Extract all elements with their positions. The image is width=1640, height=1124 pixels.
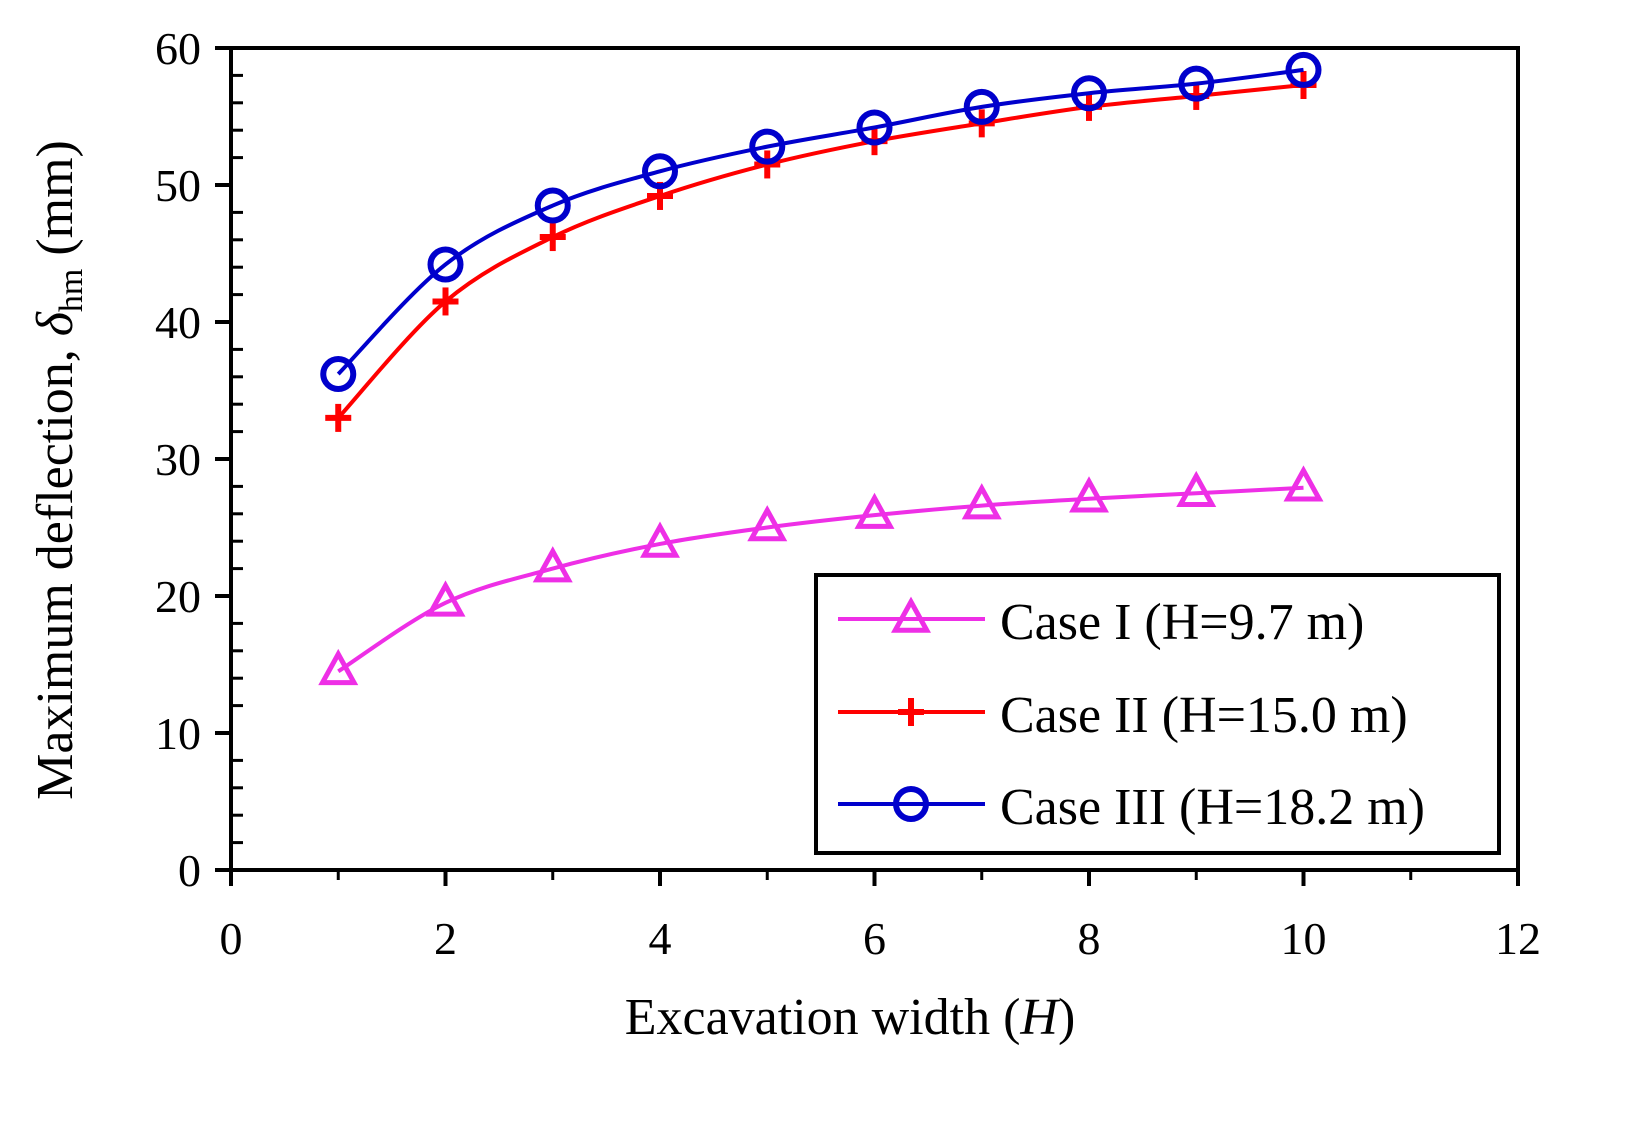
data-point xyxy=(427,246,464,283)
legend-item-3: Case III (H=18.2 m) xyxy=(838,779,1425,836)
data-point xyxy=(425,580,466,617)
x-axis-title: Excavation width (H) xyxy=(625,989,1076,1046)
data-point xyxy=(854,492,895,529)
y-axis-title: Maximum deflection, δhm (mm) xyxy=(27,140,90,800)
legend-items: Case I (H=9.7 m) Case II (H=15.0 m) Case I… xyxy=(838,594,1425,836)
data-point xyxy=(1178,65,1215,102)
y-axis-title-subscript: hm xyxy=(53,269,90,312)
data-point xyxy=(747,505,788,542)
series-line xyxy=(336,83,1304,420)
x-tick-label: 12 xyxy=(1495,913,1541,964)
series-2 xyxy=(325,70,1317,432)
x-axis-title-italic: H xyxy=(1019,989,1060,1046)
x-tick-label: 2 xyxy=(434,913,457,964)
series-line xyxy=(337,485,1304,674)
legend-item-2: Case II (H=15.0 m) xyxy=(838,687,1408,744)
x-axis-title-close: ) xyxy=(1058,989,1075,1046)
svg-text:Maximum deflection, δhm (mm): Maximum deflection, δhm (mm) xyxy=(27,140,90,800)
data-point xyxy=(532,546,573,583)
data-point xyxy=(1176,470,1217,507)
data-point xyxy=(640,521,680,558)
x-axis-title-main: Excavation width ( xyxy=(625,989,1021,1046)
y-tick-label: 50 xyxy=(155,160,201,211)
legend: Case I (H=9.7 m) Case II (H=15.0 m) Case I… xyxy=(814,573,1501,855)
legend-marker xyxy=(893,786,929,822)
legend-marker xyxy=(898,698,924,726)
x-tick-label: 0 xyxy=(220,913,243,964)
series-3 xyxy=(320,51,1322,393)
data-point xyxy=(318,648,359,686)
data-point xyxy=(963,88,1000,125)
series-line xyxy=(336,67,1304,376)
data-point xyxy=(534,187,571,224)
y-tick-label: 20 xyxy=(155,571,201,622)
x-tick-label: 8 xyxy=(1078,913,1101,964)
legend-item-1: Case I (H=9.7 m) xyxy=(838,594,1364,651)
x-tick-label: 6 xyxy=(863,913,886,964)
x-tick-label: 4 xyxy=(649,913,672,964)
series-1 xyxy=(318,465,1324,686)
data-point xyxy=(856,109,893,146)
data-point xyxy=(961,483,1002,520)
data-point xyxy=(1283,465,1324,502)
x-tick-label: 10 xyxy=(1281,913,1327,964)
data-point xyxy=(432,287,459,316)
y-axis-title-main: Maximum deflection, xyxy=(27,336,84,800)
y-tick-label: 60 xyxy=(155,23,201,74)
data-point xyxy=(325,403,352,432)
major-ticks xyxy=(215,46,1520,886)
y-tick-label: 10 xyxy=(155,708,201,759)
legend-label: Case II (H=15.0 m) xyxy=(1000,687,1408,744)
minor-ticks xyxy=(231,73,1413,880)
data-point xyxy=(1285,51,1322,88)
y-tick-label: 30 xyxy=(155,434,201,485)
y-tick-label: 0 xyxy=(178,845,201,896)
series-layer xyxy=(318,51,1324,686)
data-point xyxy=(320,356,357,393)
y-tick-label: 40 xyxy=(155,297,201,348)
data-point xyxy=(749,128,786,165)
data-point xyxy=(539,223,566,252)
legend-label: Case I (H=9.7 m) xyxy=(1000,594,1364,651)
y-axis-title-symbol: δ xyxy=(27,311,84,336)
legend-marker xyxy=(891,596,931,633)
legend-label: Case III (H=18.2 m) xyxy=(1000,779,1425,836)
y-axis-title-unit: (mm) xyxy=(27,140,84,269)
data-point xyxy=(1071,75,1107,112)
data-point xyxy=(642,153,678,190)
data-point xyxy=(1069,476,1109,513)
